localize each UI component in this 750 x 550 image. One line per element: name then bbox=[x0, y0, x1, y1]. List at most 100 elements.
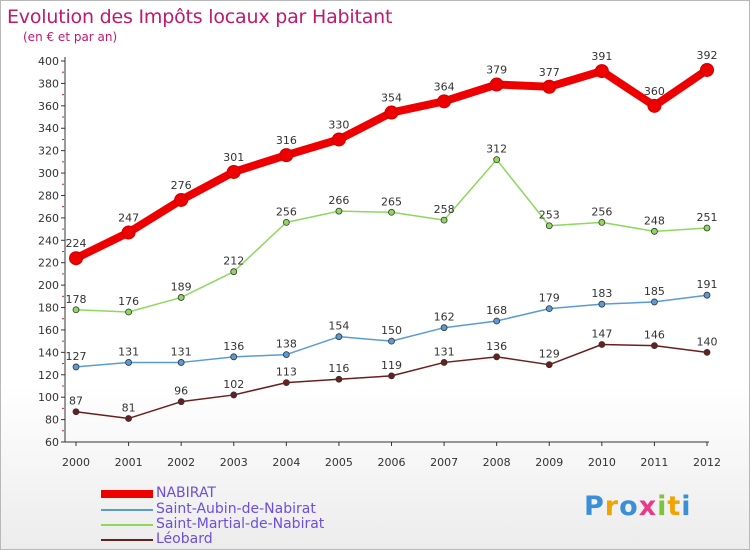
data-label: 189 bbox=[171, 280, 192, 293]
legend-swatch-saint-aubin bbox=[101, 509, 153, 511]
y-tick-label: 160 bbox=[38, 324, 59, 337]
y-tick-label: 340 bbox=[38, 122, 59, 135]
legend-swatch-saint-martial bbox=[101, 524, 153, 526]
data-point bbox=[331, 132, 346, 147]
data-label: 392 bbox=[697, 49, 718, 62]
data-label: 354 bbox=[381, 92, 402, 105]
data-point bbox=[121, 225, 136, 240]
data-point bbox=[703, 348, 711, 356]
x-tick-label: 2009 bbox=[535, 456, 563, 469]
data-label: 162 bbox=[434, 311, 455, 324]
logo-letter: x bbox=[638, 491, 658, 522]
data-label: 150 bbox=[381, 324, 402, 337]
data-point bbox=[440, 359, 448, 366]
y-tick-label: 260 bbox=[38, 212, 59, 225]
data-label: 146 bbox=[644, 329, 665, 342]
data-label: 102 bbox=[223, 378, 244, 391]
legend-label-nabirat: NABIRAT bbox=[156, 485, 216, 501]
y-tick-label: 80 bbox=[45, 414, 59, 427]
data-label: 154 bbox=[328, 320, 349, 333]
data-point bbox=[388, 372, 395, 380]
data-point bbox=[226, 164, 241, 179]
y-tick-label: 300 bbox=[38, 167, 59, 180]
data-label: 248 bbox=[644, 214, 665, 227]
data-label: 113 bbox=[276, 366, 297, 379]
logo-letter: i bbox=[657, 491, 668, 522]
y-tick-label: 180 bbox=[38, 302, 59, 315]
x-tick-label: 2006 bbox=[378, 456, 406, 469]
data-point bbox=[177, 359, 185, 366]
logo-letter: o bbox=[619, 491, 639, 522]
logo-letter: t bbox=[667, 491, 682, 522]
data-label: 253 bbox=[539, 209, 560, 222]
chart-title: Evolution des Impôts locaux par Habitant bbox=[7, 6, 393, 28]
data-label: 140 bbox=[697, 335, 718, 348]
data-point bbox=[440, 324, 448, 332]
data-point bbox=[230, 353, 238, 361]
data-label: 377 bbox=[539, 66, 560, 79]
x-tick-label: 2007 bbox=[430, 456, 458, 469]
data-label: 81 bbox=[122, 401, 136, 414]
data-point bbox=[335, 333, 343, 341]
data-label: 224 bbox=[66, 237, 87, 250]
data-label: 312 bbox=[486, 143, 507, 156]
data-point bbox=[489, 77, 504, 92]
data-point bbox=[279, 148, 294, 163]
data-label: 330 bbox=[328, 118, 349, 131]
x-tick-label: 2004 bbox=[272, 456, 300, 469]
data-label: 379 bbox=[486, 64, 507, 77]
data-point bbox=[703, 291, 711, 299]
data-label: 96 bbox=[174, 385, 188, 398]
x-tick-label: 2012 bbox=[693, 456, 721, 469]
logo-letter: P bbox=[584, 491, 605, 522]
proxiti-logo: Proxiti bbox=[584, 491, 692, 522]
data-label: 178 bbox=[66, 293, 87, 306]
y-tick-label: 320 bbox=[38, 145, 59, 158]
data-point bbox=[388, 208, 395, 216]
legend-label-leobard: Léobard bbox=[156, 531, 213, 547]
data-point bbox=[72, 408, 80, 416]
data-label: 247 bbox=[118, 211, 139, 224]
data-point bbox=[282, 218, 290, 226]
data-label: 301 bbox=[223, 151, 244, 164]
y-tick-label: 380 bbox=[38, 77, 59, 90]
data-label: 131 bbox=[434, 345, 455, 358]
data-label: 360 bbox=[644, 85, 665, 98]
data-label: 316 bbox=[276, 134, 297, 147]
data-label: 136 bbox=[486, 340, 507, 353]
data-label: 147 bbox=[591, 328, 612, 341]
data-label: 256 bbox=[591, 205, 612, 218]
legend-swatch-nabirat bbox=[101, 490, 153, 498]
data-point bbox=[493, 317, 501, 325]
data-label: 276 bbox=[171, 179, 192, 192]
data-point bbox=[125, 308, 132, 316]
data-point bbox=[651, 342, 658, 350]
data-point bbox=[174, 192, 189, 207]
y-tick-label: 280 bbox=[38, 189, 59, 202]
y-tick-label: 400 bbox=[38, 55, 59, 68]
data-point bbox=[72, 363, 80, 371]
data-point bbox=[651, 227, 658, 235]
x-tick-label: 2000 bbox=[62, 456, 90, 469]
legend-swatch-leobard bbox=[101, 539, 153, 541]
data-point bbox=[125, 359, 132, 366]
legend-label-saint-martial: Saint-Martial-de-Nabirat bbox=[156, 516, 325, 532]
y-tick-label: 220 bbox=[38, 257, 59, 270]
data-point bbox=[177, 294, 185, 301]
data-label: 87 bbox=[69, 395, 83, 408]
x-tick-label: 2002 bbox=[167, 456, 195, 469]
y-tick-label: 100 bbox=[38, 391, 59, 404]
y-tick-label: 120 bbox=[38, 369, 59, 382]
x-tick-label: 2011 bbox=[640, 456, 668, 469]
data-point bbox=[545, 305, 553, 313]
data-point bbox=[594, 64, 609, 79]
data-label: 212 bbox=[223, 255, 244, 268]
data-point bbox=[335, 207, 343, 215]
data-point bbox=[440, 216, 448, 224]
data-label: 131 bbox=[118, 345, 139, 358]
data-point bbox=[647, 98, 662, 113]
data-label: 176 bbox=[118, 295, 139, 308]
data-point bbox=[493, 156, 501, 164]
